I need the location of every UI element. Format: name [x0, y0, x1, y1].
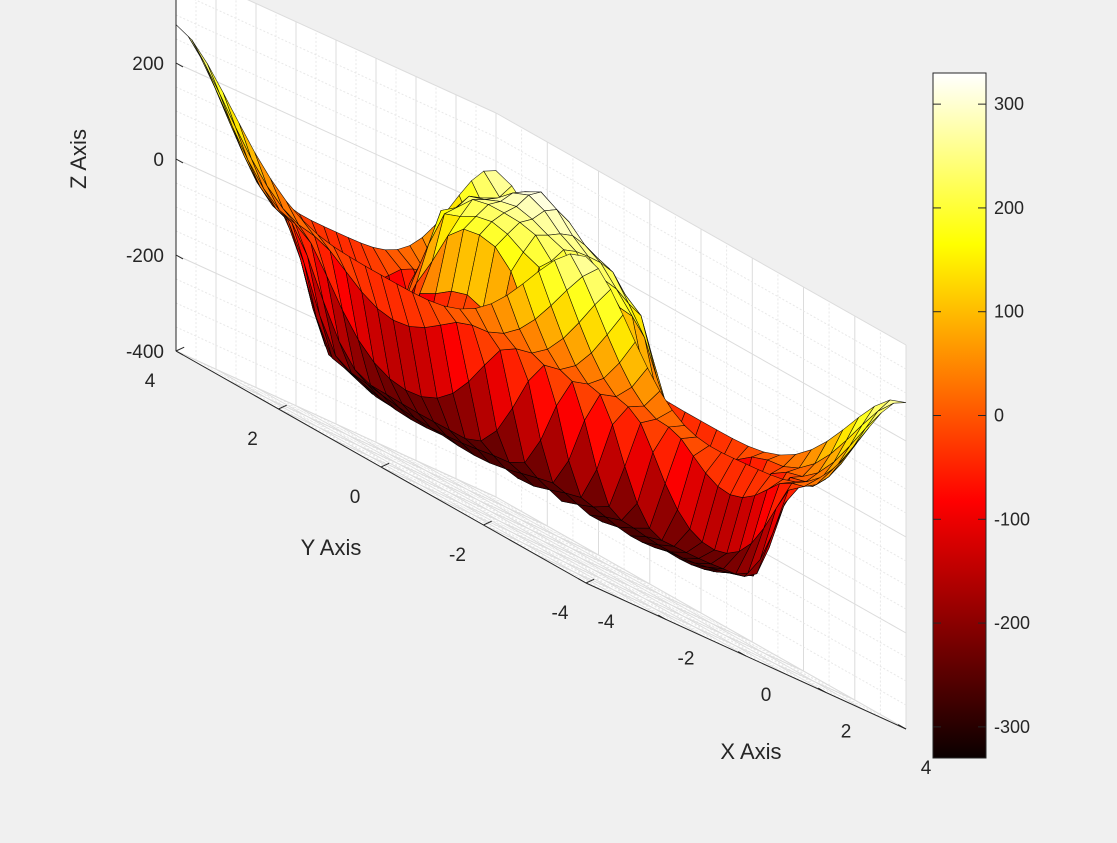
y-tick-label: -4 [552, 603, 569, 624]
tick-mark [175, 62, 184, 68]
surface-plot [175, 24, 907, 578]
tick-mark [657, 614, 667, 620]
grid-line-minor [252, 394, 574, 541]
grid-line-minor [315, 414, 727, 648]
tick-mark [175, 350, 184, 356]
grid-line-major [495, 112, 907, 346]
y-axis-label: Y Axis [301, 535, 362, 560]
grid-line-minor [508, 539, 830, 686]
tick-mark [817, 687, 827, 693]
colorbar-tick-label: 100 [994, 302, 1024, 322]
colorbar-ticks: -300 -200 -100 0 100 200 300 [933, 94, 1030, 737]
z-tick-label: 200 [132, 54, 164, 75]
grid-line-minor [175, 86, 497, 234]
colorbar-gradient [932, 72, 987, 759]
grid-line-minor [175, 38, 497, 186]
tick-mark [278, 404, 287, 410]
tick-mark [175, 254, 184, 260]
x-tick-label: 2 [841, 722, 852, 743]
tick-mark [380, 462, 390, 468]
grid-line-minor [235, 377, 647, 611]
grid-line-minor [195, 359, 607, 593]
grid-line-minor [495, 472, 907, 706]
z-axis-label: Z Axis [66, 129, 91, 189]
grid-line-major [329, 437, 651, 585]
grid-line-minor [457, 510, 779, 657]
colorbar-tick-label: -100 [994, 509, 1030, 529]
grid-line-major [227, 379, 548, 527]
grid-line-major [175, 62, 497, 210]
tick-mark [585, 578, 595, 584]
grid-line-major [432, 495, 753, 643]
grid-line-minor [560, 568, 881, 715]
tick-mark [483, 520, 492, 526]
z-tick-label: 0 [153, 150, 164, 171]
tick-mark [175, 346, 185, 352]
tick-mark [897, 724, 907, 730]
y-tick-label: 0 [350, 487, 361, 508]
grid-line-minor [194, 0, 497, 138]
grid-line-minor [201, 365, 522, 512]
grid-line-minor [175, 326, 497, 474]
grid-line-minor [475, 487, 887, 721]
tick-mark [175, 158, 184, 164]
colorbar-tick-label: 200 [994, 198, 1024, 218]
z-tick-label: -400 [126, 342, 164, 363]
surface-patch [569, 253, 599, 277]
colorbar-tick-label: -200 [994, 613, 1030, 633]
z-tick-label: -200 [126, 246, 164, 267]
grid-line-minor [406, 481, 727, 628]
grid-line-major [495, 496, 907, 730]
tick-mark [737, 651, 747, 657]
grid-line-major [380, 466, 702, 614]
grid-line-minor [395, 450, 807, 684]
colorbar-tick-label: 300 [994, 94, 1024, 114]
grid-line-major [534, 553, 856, 701]
x-tick-label: -2 [678, 649, 695, 670]
grid-line-minor [495, 136, 907, 370]
x-tick-label: 0 [761, 685, 772, 706]
colorbar-tick-label: -300 [994, 717, 1030, 737]
tick-mark [577, 578, 587, 584]
grid-line-minor [435, 469, 847, 703]
grid-line-minor [275, 396, 687, 630]
grid-line-major [247, 0, 497, 114]
y-tick-label: 2 [247, 429, 258, 450]
grid-line-major [175, 350, 497, 498]
grid-line-minor [355, 452, 676, 599]
grid-line-major [483, 524, 804, 672]
y-tick-label: -2 [449, 545, 466, 566]
x-tick-label: -4 [598, 612, 615, 633]
colorbar: -300 -200 -100 0 100 200 300 [932, 72, 1030, 759]
colorbar-tick-label: 0 [994, 406, 1004, 426]
grid-line-minor [303, 423, 625, 570]
grid-line-minor [495, 160, 907, 394]
y-tick-label: 4 [145, 371, 156, 392]
grid-line-minor [175, 14, 497, 162]
x-tick-label: 4 [921, 758, 932, 779]
grid-line-major [278, 408, 599, 556]
x-axis-label: X Axis [720, 739, 781, 764]
grid-line-minor [355, 432, 767, 666]
